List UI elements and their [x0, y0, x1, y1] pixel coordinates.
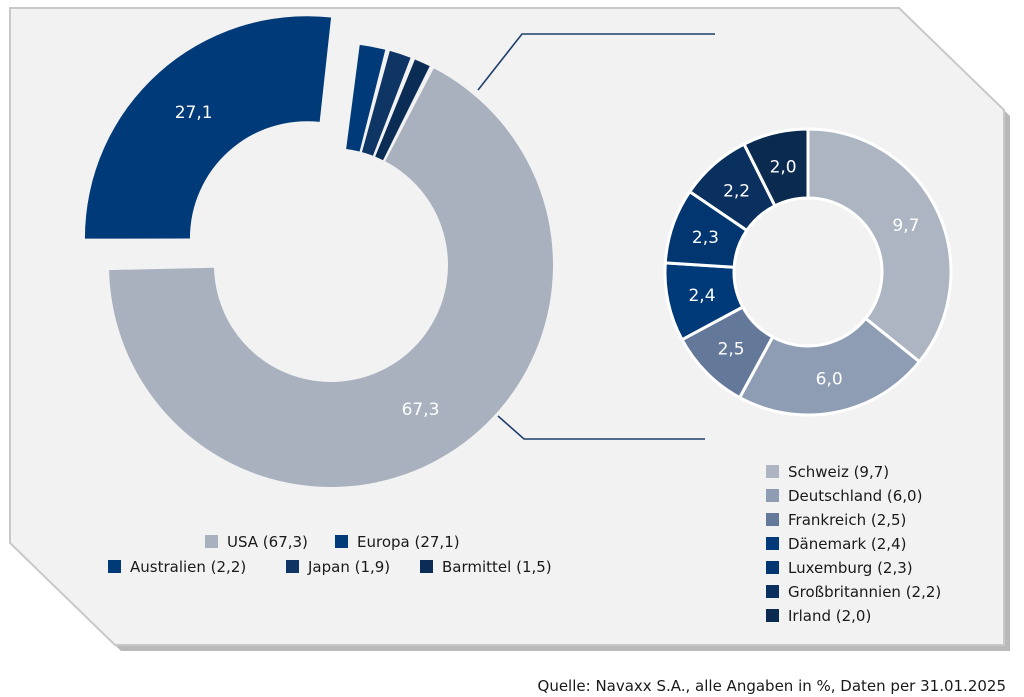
legend-label-daenemark: Dänemark (2,4)	[788, 535, 906, 553]
legend-swatch-luxemburg	[766, 561, 779, 574]
legend-label-schweiz: Schweiz (9,7)	[788, 463, 889, 481]
slice-europa-arc	[84, 16, 332, 239]
legend-swatch-daenemark	[766, 537, 779, 550]
slice-label-daenemark: 2,4	[688, 286, 715, 306]
source-note: Quelle: Navaxx S.A., alle Angaben in %, …	[538, 677, 1006, 695]
slice-deutschland-arc	[737, 316, 922, 417]
connector-line-top	[477, 33, 715, 91]
legend-label-europa: Europa (27,1)	[357, 533, 460, 551]
slice-label-deutschland: 6,0	[816, 369, 843, 389]
legend-item-europa: Europa (27,1)	[335, 533, 460, 551]
legend-swatch-japan	[286, 560, 299, 573]
legend-label-barmittel: Barmittel (1,5)	[442, 558, 552, 576]
slice-irland: 2,0	[742, 127, 810, 208]
slice-schweiz-arc	[806, 127, 953, 364]
slice-label-europa: 27,1	[175, 103, 213, 123]
legend-item-daenemark: Dänemark (2,4)	[766, 535, 906, 553]
slice-irland-arc	[742, 127, 810, 208]
slice-schweiz: 9,7	[806, 127, 953, 364]
legend-swatch-barmittel	[420, 560, 433, 573]
legend-item-luxemburg: Luxemburg (2,3)	[766, 559, 913, 577]
slice-label-schweiz: 9,7	[892, 216, 919, 236]
slice-label-frankreich: 2,5	[718, 340, 745, 360]
slice-japan-arc	[361, 50, 411, 156]
slice-usa: 67,3	[109, 68, 554, 487]
legend-item-japan: Japan (1,9)	[286, 558, 390, 576]
legend-swatch-europa	[335, 535, 348, 548]
legend-label-australien: Australien (2,2)	[130, 558, 246, 576]
legend-label-frankreich: Frankreich (2,5)	[788, 511, 906, 529]
legend-item-usa: USA (67,3)	[205, 533, 308, 551]
slice-label-irland: 2,0	[770, 157, 797, 177]
slice-label-luxemburg: 2,3	[692, 228, 719, 248]
legend-label-deutschland: Deutschland (6,0)	[788, 487, 922, 505]
legend-item-grossbritannien: Großbritannien (2,2)	[766, 583, 941, 601]
slice-europa: 27,1	[84, 16, 332, 239]
legend-item-deutschland: Deutschland (6,0)	[766, 487, 922, 505]
legend-swatch-australien	[108, 560, 121, 573]
slice-barmittel	[375, 59, 430, 161]
detail-legend: Schweiz (9,7) Deutschland (6,0) Frankreich…	[766, 463, 941, 625]
europe-detail-donut-chart: 9,7 6,0 2,5 2,4 2,3 2,2 2,0	[663, 127, 953, 417]
legend-item-australien: Australien (2,2)	[108, 558, 246, 576]
legend-item-frankreich: Frankreich (2,5)	[766, 511, 906, 529]
legend-swatch-grossbritannien	[766, 585, 779, 598]
legend-item-irland: Irland (2,0)	[766, 607, 871, 625]
connector-line-bottom	[497, 415, 705, 440]
slice-label-usa: 67,3	[402, 400, 440, 420]
legend-swatch-irland	[766, 609, 779, 622]
legend-label-irland: Irland (2,0)	[788, 607, 871, 625]
slice-australien	[346, 44, 386, 152]
legend-label-luxemburg: Luxemburg (2,3)	[788, 559, 913, 577]
main-donut-chart: 67,3 27,1	[84, 16, 554, 487]
legend-label-japan: Japan (1,9)	[307, 558, 390, 576]
slice-usa-arc	[109, 68, 554, 487]
slice-deutschland: 6,0	[737, 316, 922, 417]
legend-label-usa: USA (67,3)	[227, 533, 308, 551]
legend-swatch-frankreich	[766, 513, 779, 526]
legend-swatch-deutschland	[766, 489, 779, 502]
legend-swatch-schweiz	[766, 465, 779, 478]
slice-japan	[361, 50, 411, 156]
legend-item-schweiz: Schweiz (9,7)	[766, 463, 889, 481]
legend-swatch-usa	[205, 535, 218, 548]
slice-barmittel-arc	[375, 59, 430, 161]
slice-australien-arc	[346, 44, 386, 152]
legend-label-grossbritannien: Großbritannien (2,2)	[788, 583, 941, 601]
legend-item-barmittel: Barmittel (1,5)	[420, 558, 552, 576]
main-legend: USA (67,3) Europa (27,1) Australien (2,2) J…	[108, 533, 552, 576]
slice-label-grossbritannien: 2,2	[723, 181, 750, 201]
